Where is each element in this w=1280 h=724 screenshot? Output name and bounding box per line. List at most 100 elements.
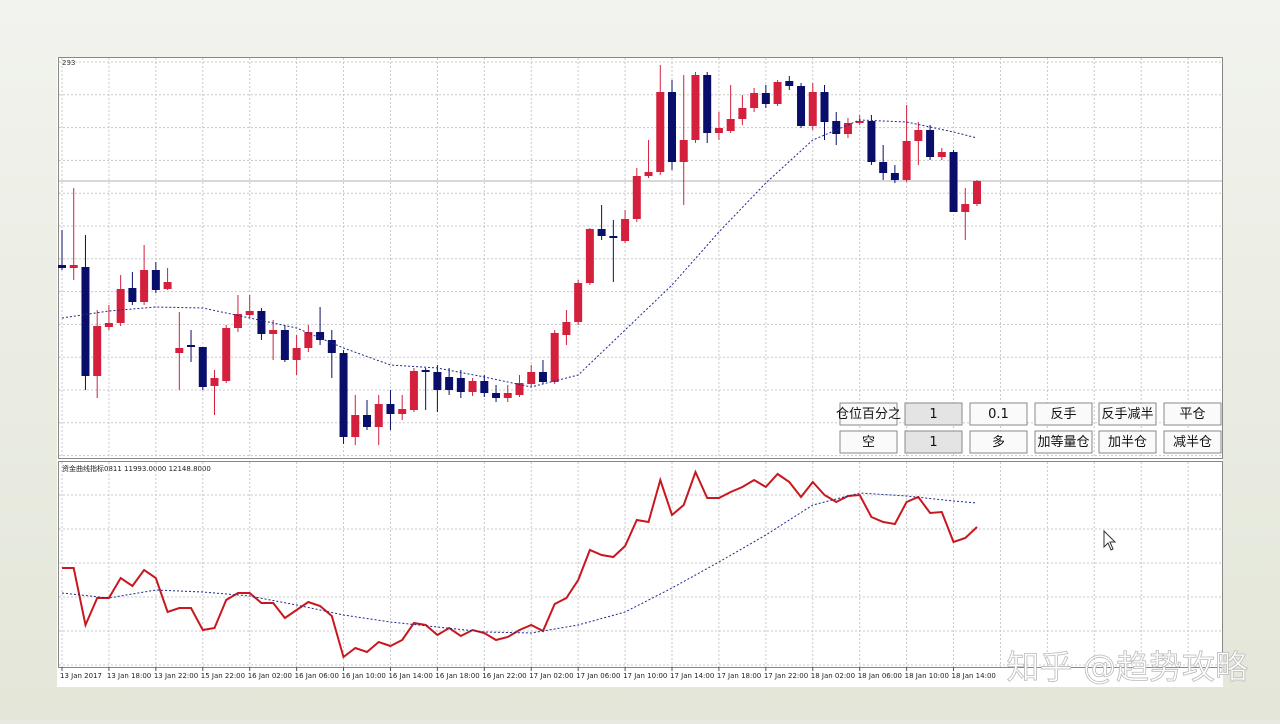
button[interactable] (839, 430, 898, 454)
candle-body (351, 415, 360, 437)
button[interactable] (1098, 402, 1157, 426)
button[interactable] (969, 402, 1028, 426)
x-tick-label: 18 Jan 14:00 (952, 672, 996, 680)
indicator-line (62, 469, 978, 659)
button[interactable] (839, 402, 898, 426)
x-tick-label: 18 Jan 02:00 (811, 672, 855, 680)
input-field[interactable] (904, 430, 963, 454)
candle-body (668, 92, 676, 162)
candle-body (339, 353, 348, 437)
candle-body (738, 108, 747, 119)
candle-body (116, 289, 125, 323)
candle-body (292, 348, 301, 360)
candle-body (656, 92, 665, 172)
candle-body (163, 282, 172, 289)
candle-body (409, 371, 418, 410)
candle-body (503, 393, 512, 398)
candle-body (808, 92, 817, 126)
candle-body (843, 123, 852, 134)
candle-body (327, 340, 336, 353)
candle-body (832, 121, 841, 134)
candle-body (175, 348, 184, 353)
candle-body (128, 288, 137, 302)
candle-body (644, 172, 653, 176)
indicator-panel-frame (58, 461, 1223, 668)
candle-body (785, 81, 794, 86)
candle-body (81, 267, 90, 376)
candle-body (210, 378, 219, 386)
moving-average (61, 119, 978, 388)
candle-body (222, 328, 231, 381)
candle-body (398, 409, 407, 414)
candle-body (961, 204, 970, 212)
input-field[interactable] (904, 402, 963, 426)
button-label[interactable]: 0.1 (988, 407, 1009, 422)
candle-body (280, 330, 289, 360)
candle-body (363, 415, 371, 427)
candle-body (855, 121, 864, 123)
button-label[interactable]: 仓位百分之 (836, 407, 901, 422)
x-tick-label: 17 Jan 10:00 (623, 672, 667, 680)
input-value[interactable]: 1 (929, 435, 937, 450)
button[interactable] (1163, 430, 1222, 454)
button-label[interactable]: 平仓 (1179, 407, 1205, 422)
candle-body (632, 176, 641, 219)
candle-body (93, 326, 102, 376)
candle-body (597, 229, 606, 236)
x-tick-label: 16 Jan 10:00 (342, 672, 386, 680)
candle-body (914, 130, 923, 141)
candle-body (245, 311, 254, 315)
candle-body (515, 383, 524, 395)
candle-body (867, 121, 876, 162)
x-tick-label: 13 Jan 18:00 (107, 672, 151, 680)
candle-body (562, 322, 571, 335)
x-tick-label: 18 Jan 06:00 (858, 672, 902, 680)
candle-body (609, 236, 618, 238)
button[interactable] (1034, 402, 1093, 426)
candle-body (233, 314, 242, 328)
x-tick-label: 16 Jan 06:00 (295, 672, 339, 680)
x-tick-label: 17 Jan 06:00 (576, 672, 620, 680)
chart-window (57, 57, 1223, 687)
candle-body (421, 370, 430, 372)
candle-body (890, 173, 899, 180)
candle-body (714, 128, 723, 133)
candle-body (538, 372, 547, 382)
button-label[interactable]: 空 (862, 435, 875, 450)
input-value[interactable]: 1 (929, 407, 937, 422)
candle-body (58, 265, 66, 268)
watermark: 知乎 @趋势攻略 (1007, 648, 1249, 687)
candle-body (468, 381, 477, 392)
button-label[interactable]: 加等量仓 (1037, 434, 1089, 450)
button[interactable] (1098, 430, 1157, 454)
candle-body (445, 377, 454, 390)
button-label[interactable]: 加半仓 (1108, 435, 1147, 450)
candle-body (750, 93, 759, 108)
indicator-line (61, 492, 978, 634)
button-label[interactable]: 减半仓 (1173, 435, 1212, 450)
button-label[interactable]: 反手减半 (1101, 407, 1153, 422)
candle-body (304, 332, 313, 348)
x-tick-label: 17 Jan 02:00 (529, 672, 573, 680)
candle-body (492, 393, 501, 398)
button-label[interactable]: 多 (992, 434, 1005, 450)
button[interactable] (1163, 402, 1222, 426)
candle-body (550, 333, 559, 382)
x-tick-label: 16 Jan 18:00 (435, 672, 479, 680)
x-tick-label: 16 Jan 14:00 (388, 672, 432, 680)
x-tick-label: 13 Jan 2017 (60, 672, 102, 680)
candle-body (621, 219, 630, 241)
candle-body (269, 330, 278, 334)
candle-body (198, 347, 207, 387)
candle-body (140, 270, 149, 302)
grid (59, 58, 1222, 667)
marks: 13 Jan 2017 13 Jan 18:00 13 Jan 22:00 15 Ja… (58, 65, 1222, 680)
candle-body (679, 140, 688, 162)
button[interactable] (969, 430, 1028, 454)
button-label[interactable]: 反手 (1050, 407, 1076, 422)
candle-body (820, 92, 829, 122)
button[interactable] (1034, 430, 1093, 454)
candle-body (703, 75, 712, 133)
controls: 仓位百分之 1 0.1 反手 反手减半 平仓空 1 多 加等量仓 加半仓 减半仓 (836, 402, 1222, 454)
